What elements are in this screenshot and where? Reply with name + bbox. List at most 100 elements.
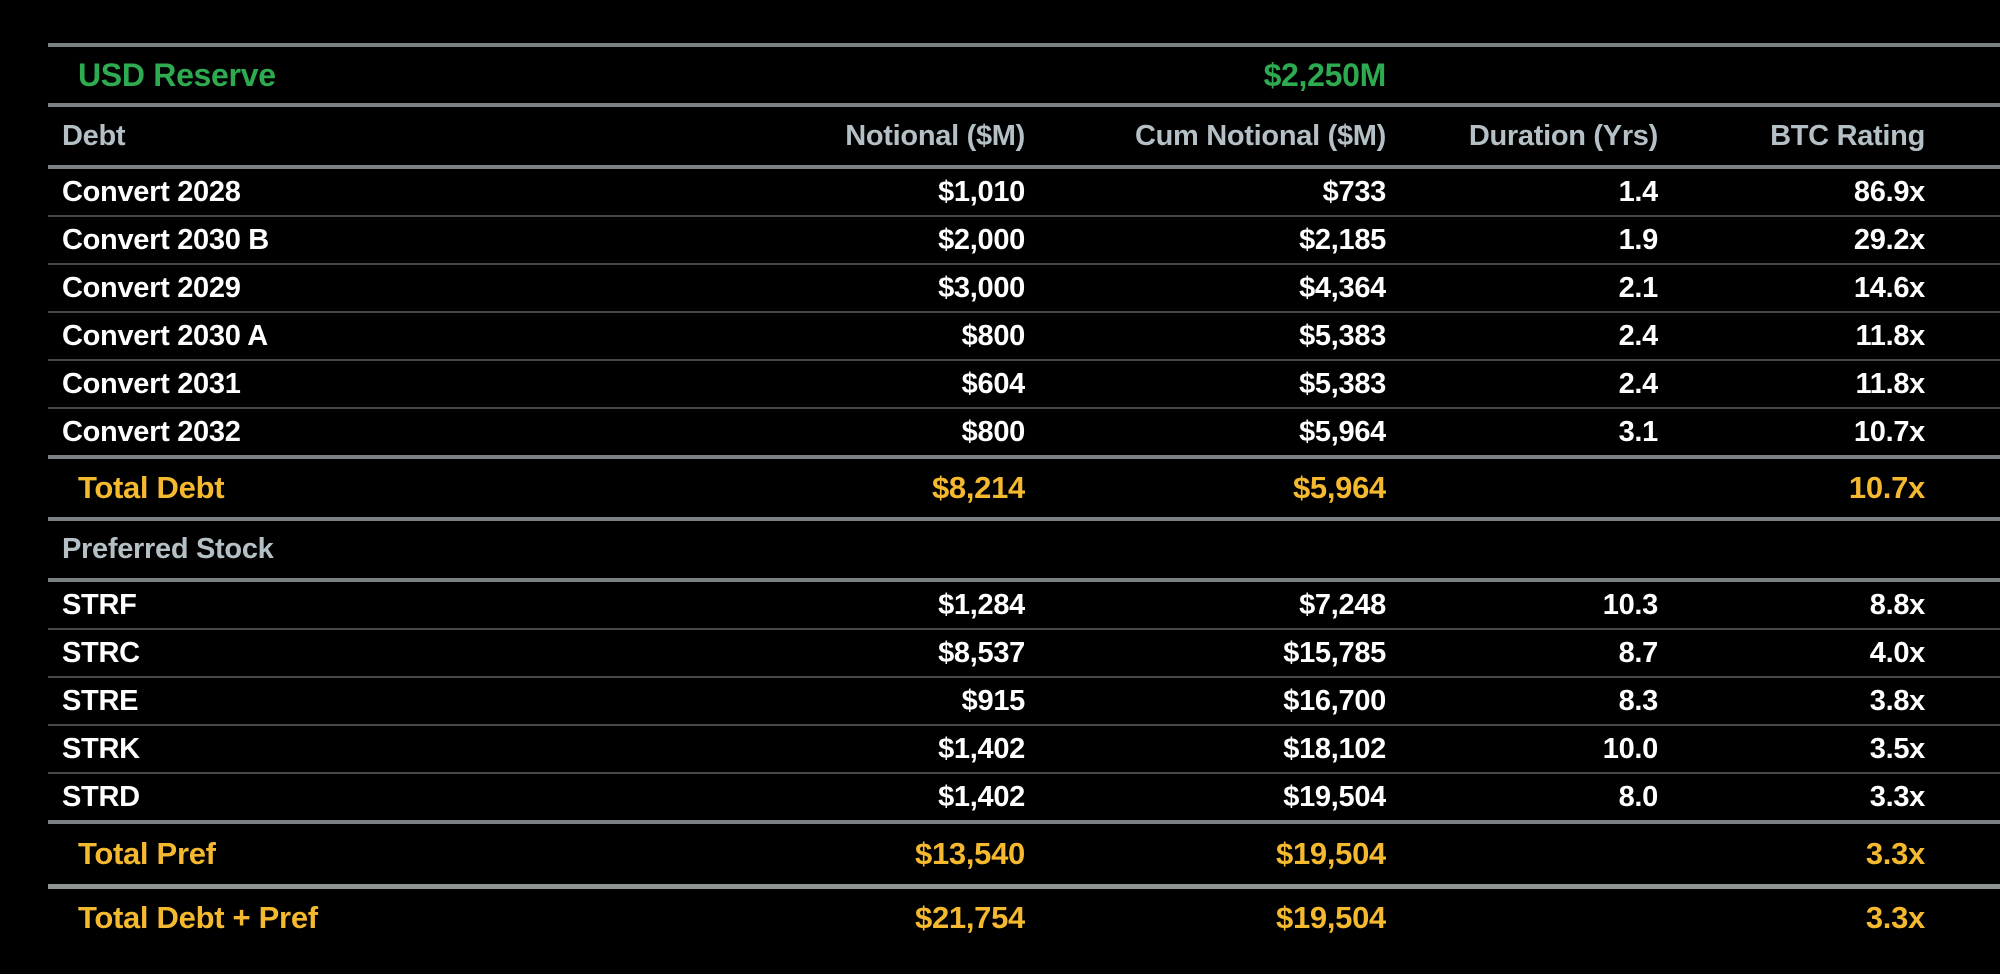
table-row-strk: STRK $1,402 $18,102 10.0 3.5x <box>48 724 2000 773</box>
duration-value: 8.3 <box>1386 676 1658 725</box>
total-pref-btc-rating: 3.3x <box>1658 820 2000 887</box>
duration-value: 2.4 <box>1386 311 1658 360</box>
notional-value: $1,010 <box>648 165 1025 216</box>
total-debt-btc-rating: 10.7x <box>1658 455 2000 519</box>
btc-rating-value: 29.2x <box>1658 215 2000 264</box>
btc-rating-value: 86.9x <box>1658 165 2000 216</box>
cum-notional-value: $5,383 <box>1025 311 1386 360</box>
duration-value: 10.3 <box>1386 578 1658 629</box>
debt-preferred-table: USD Reserve $2,250M Debt Notional ($M) C… <box>48 43 2000 947</box>
duration-value: 3.1 <box>1386 407 1658 457</box>
table-row-convert-2029: Convert 2029 $3,000 $4,364 2.1 14.6x <box>48 263 2000 312</box>
cum-notional-value: $5,964 <box>1025 407 1386 457</box>
notional-value: $8,537 <box>648 628 1025 677</box>
total-debt-plus-pref-notional: $21,754 <box>648 884 1025 947</box>
btc-rating-value: 3.8x <box>1658 676 2000 725</box>
empty-cell <box>648 43 1025 105</box>
preferred-name: STRK <box>48 724 648 773</box>
notional-value: $604 <box>648 359 1025 408</box>
total-debt-label: Total Debt <box>48 455 648 519</box>
notional-value: $1,402 <box>648 724 1025 773</box>
duration-value: 2.4 <box>1386 359 1658 408</box>
total-pref-cum-notional: $19,504 <box>1025 820 1386 887</box>
duration-value: 8.0 <box>1386 772 1658 822</box>
total-debt-plus-pref-duration <box>1386 884 1658 947</box>
cum-notional-value: $2,185 <box>1025 215 1386 264</box>
debt-name: Convert 2031 <box>48 359 648 408</box>
notional-value: $1,284 <box>648 578 1025 629</box>
total-debt-duration <box>1386 455 1658 519</box>
cum-notional-value: $15,785 <box>1025 628 1386 677</box>
notional-value: $1,402 <box>648 772 1025 822</box>
debt-name: Convert 2028 <box>48 165 648 216</box>
btc-rating-value: 10.7x <box>1658 407 2000 457</box>
notional-value: $800 <box>648 407 1025 457</box>
debt-name: Convert 2029 <box>48 263 648 312</box>
total-debt-plus-pref-row: Total Debt + Pref $21,754 $19,504 3.3x <box>48 884 2000 947</box>
usd-reserve-value: $2,250M <box>1025 43 1386 105</box>
column-header-row: Debt Notional ($M) Cum Notional ($M) Dur… <box>48 103 2000 167</box>
cum-notional-value: $733 <box>1025 165 1386 216</box>
total-pref-row: Total Pref $13,540 $19,504 3.3x <box>48 820 2000 887</box>
notional-value: $2,000 <box>648 215 1025 264</box>
preferred-name: STRE <box>48 676 648 725</box>
preferred-stock-section-row: Preferred Stock <box>48 517 2000 580</box>
table-row-strc: STRC $8,537 $15,785 8.7 4.0x <box>48 628 2000 677</box>
duration-value: 2.1 <box>1386 263 1658 312</box>
notional-value: $3,000 <box>648 263 1025 312</box>
duration-value: 8.7 <box>1386 628 1658 677</box>
cum-notional-value: $4,364 <box>1025 263 1386 312</box>
column-header-notional: Notional ($M) <box>648 103 1025 167</box>
cum-notional-value: $18,102 <box>1025 724 1386 773</box>
total-debt-notional: $8,214 <box>648 455 1025 519</box>
duration-value: 10.0 <box>1386 724 1658 773</box>
notional-value: $915 <box>648 676 1025 725</box>
table-row-convert-2028: Convert 2028 $1,010 $733 1.4 86.9x <box>48 165 2000 216</box>
empty-cell <box>1658 517 2000 580</box>
btc-rating-value: 4.0x <box>1658 628 2000 677</box>
duration-value: 1.4 <box>1386 165 1658 216</box>
total-pref-label: Total Pref <box>48 820 648 887</box>
btc-rating-value: 3.3x <box>1658 772 2000 822</box>
debt-name: Convert 2032 <box>48 407 648 457</box>
btc-rating-value: 3.5x <box>1658 724 2000 773</box>
empty-cell <box>1025 517 1386 580</box>
btc-rating-value: 8.8x <box>1658 578 2000 629</box>
btc-rating-value: 11.8x <box>1658 359 2000 408</box>
table-row-strf: STRF $1,284 $7,248 10.3 8.8x <box>48 578 2000 629</box>
cum-notional-value: $7,248 <box>1025 578 1386 629</box>
cum-notional-value: $16,700 <box>1025 676 1386 725</box>
empty-cell <box>648 517 1025 580</box>
table-row-strd: STRD $1,402 $19,504 8.0 3.3x <box>48 772 2000 822</box>
btc-rating-value: 11.8x <box>1658 311 2000 360</box>
empty-cell <box>1386 43 1658 105</box>
duration-value: 1.9 <box>1386 215 1658 264</box>
total-debt-plus-pref-btc-rating: 3.3x <box>1658 884 2000 947</box>
usd-reserve-row: USD Reserve $2,250M <box>48 43 2000 105</box>
total-pref-duration <box>1386 820 1658 887</box>
btc-rating-value: 14.6x <box>1658 263 2000 312</box>
empty-cell <box>1658 43 2000 105</box>
total-debt-plus-pref-label: Total Debt + Pref <box>48 884 648 947</box>
capital-structure-table: USD Reserve $2,250M Debt Notional ($M) C… <box>48 43 2000 947</box>
preferred-name: STRF <box>48 578 648 629</box>
preferred-stock-section-label: Preferred Stock <box>48 517 648 580</box>
column-header-cum-notional: Cum Notional ($M) <box>1025 103 1386 167</box>
notional-value: $800 <box>648 311 1025 360</box>
debt-name: Convert 2030 B <box>48 215 648 264</box>
total-debt-cum-notional: $5,964 <box>1025 455 1386 519</box>
total-debt-row: Total Debt $8,214 $5,964 10.7x <box>48 455 2000 519</box>
empty-cell <box>1386 517 1658 580</box>
column-header-duration: Duration (Yrs) <box>1386 103 1658 167</box>
table-row-convert-2030-a: Convert 2030 A $800 $5,383 2.4 11.8x <box>48 311 2000 360</box>
total-debt-plus-pref-cum-notional: $19,504 <box>1025 884 1386 947</box>
table-row-convert-2031: Convert 2031 $604 $5,383 2.4 11.8x <box>48 359 2000 408</box>
column-header-debt: Debt <box>48 103 648 167</box>
cum-notional-value: $19,504 <box>1025 772 1386 822</box>
preferred-name: STRC <box>48 628 648 677</box>
column-header-btc-rating: BTC Rating <box>1658 103 2000 167</box>
table-row-stre: STRE $915 $16,700 8.3 3.8x <box>48 676 2000 725</box>
table-row-convert-2032: Convert 2032 $800 $5,964 3.1 10.7x <box>48 407 2000 457</box>
usd-reserve-label: USD Reserve <box>48 43 648 105</box>
debt-name: Convert 2030 A <box>48 311 648 360</box>
